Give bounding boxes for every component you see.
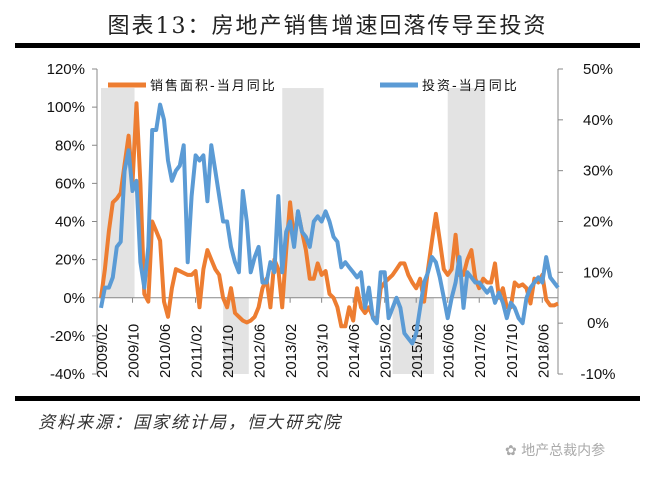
x-tick-label: 2009/02 — [94, 324, 111, 378]
left-tick-label: 40% — [55, 214, 85, 231]
chart-title: 图表13：房地产销售增速回落传导至投资 — [107, 14, 548, 39]
right-tick-label: 10% — [583, 264, 613, 281]
x-tick-label: 2018/06 — [535, 324, 552, 378]
x-tick-label: 2009/10 — [126, 324, 143, 378]
right-tick-label: 40% — [583, 112, 613, 129]
legend-label-sales: 销售面积-当月同比 — [150, 78, 277, 94]
left-tick-label: 0% — [63, 290, 85, 307]
x-tick-label: 2013/02 — [283, 324, 300, 378]
x-tick-label: 2016/06 — [441, 324, 458, 378]
right-tick-label: -10% — [580, 366, 615, 383]
right-tick-label: 50% — [583, 61, 613, 78]
series-line-sales — [99, 101, 559, 329]
x-tick-label: 2014/06 — [346, 324, 363, 378]
right-tick-label: 20% — [583, 214, 613, 231]
wechat-icon: ✿ — [505, 443, 522, 459]
x-tick-label: 2015/02 — [378, 324, 395, 378]
x-tick-label: 2017/10 — [504, 324, 521, 378]
x-tick-label: 2011/02 — [189, 325, 206, 378]
watermark: ✿ 地产总裁内参 — [505, 440, 605, 460]
chart: -40% -20% 0% 20% 40% 60% 80% 100% 120% -10% 0% 10% 2… — [47, 61, 616, 383]
x-tick-label: 2011/10 — [220, 325, 237, 378]
title-divider — [15, 43, 640, 48]
left-tick-label: 20% — [55, 252, 85, 269]
left-tick-label: 80% — [55, 137, 85, 154]
left-tick-label: 60% — [55, 175, 85, 192]
source-note: 资料来源：国家统计局，恒大研究院 — [38, 413, 342, 433]
source-divider — [15, 396, 640, 401]
series-line-investment — [99, 102, 560, 346]
x-tick-label: 2017/02 — [472, 324, 489, 378]
left-tick-label: 100% — [47, 99, 85, 116]
legend-label-investment: 投资-当月同比 — [422, 78, 519, 94]
right-tick-label: 0% — [587, 315, 609, 332]
watermark-text: 地产总裁内参 — [521, 443, 606, 459]
right-tick-label: 30% — [583, 163, 613, 180]
left-tick-label: 120% — [47, 61, 85, 78]
left-tick-label: -40% — [50, 366, 85, 383]
left-tick-label: -20% — [50, 328, 85, 345]
x-tick-label: 2013/10 — [315, 324, 332, 378]
x-tick-label: 2012/06 — [252, 324, 269, 378]
x-tick-label: 2010/06 — [157, 324, 174, 378]
